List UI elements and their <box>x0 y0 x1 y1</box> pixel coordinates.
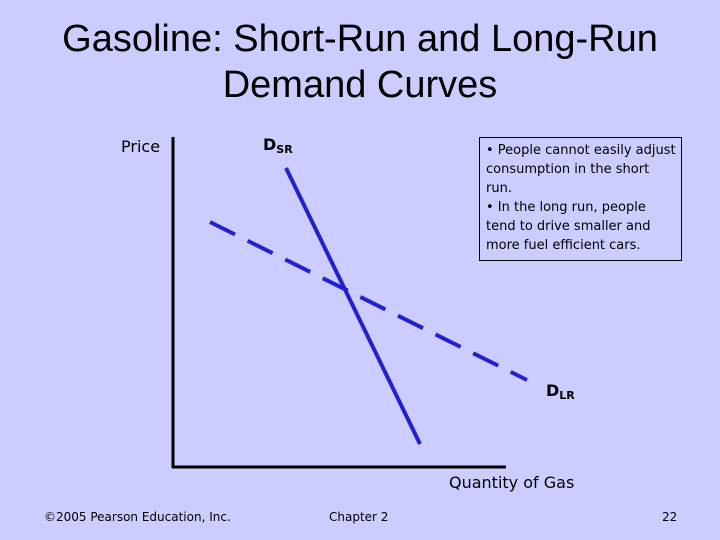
slide-title-line-1: Gasoline: Short-Run and Long-Run <box>62 18 658 60</box>
short-run-demand-curve <box>284 167 422 445</box>
note-bullet-short-run: • People cannot easily adjust consumptio… <box>486 143 676 196</box>
long-run-demand-label-main: D <box>546 381 559 400</box>
x-axis-label: Quantity of Gas <box>449 473 574 492</box>
short-run-demand-label-sub: SR <box>276 143 293 156</box>
short-run-demand-label: DSR <box>263 135 293 156</box>
footer-copyright: ©2005 Pearson Education, Inc. <box>44 510 231 524</box>
footer-page-number: 22 <box>662 510 678 524</box>
long-run-demand-label: DLR <box>546 381 575 402</box>
slide-title: Gasoline: Short-Run and Long-Run Demand … <box>0 16 720 108</box>
footer-chapter: Chapter 2 <box>329 510 389 524</box>
explanation-note-box: • People cannot easily adjust consumptio… <box>479 137 682 261</box>
long-run-demand-curve <box>209 220 528 382</box>
y-axis-label: Price <box>121 137 160 156</box>
note-bullet-long-run: • In the long run, people tend to drive … <box>486 200 651 253</box>
slide-title-line-2: Demand Curves <box>222 64 498 106</box>
short-run-demand-label-main: D <box>263 135 276 154</box>
long-run-demand-label-sub: LR <box>559 389 575 402</box>
